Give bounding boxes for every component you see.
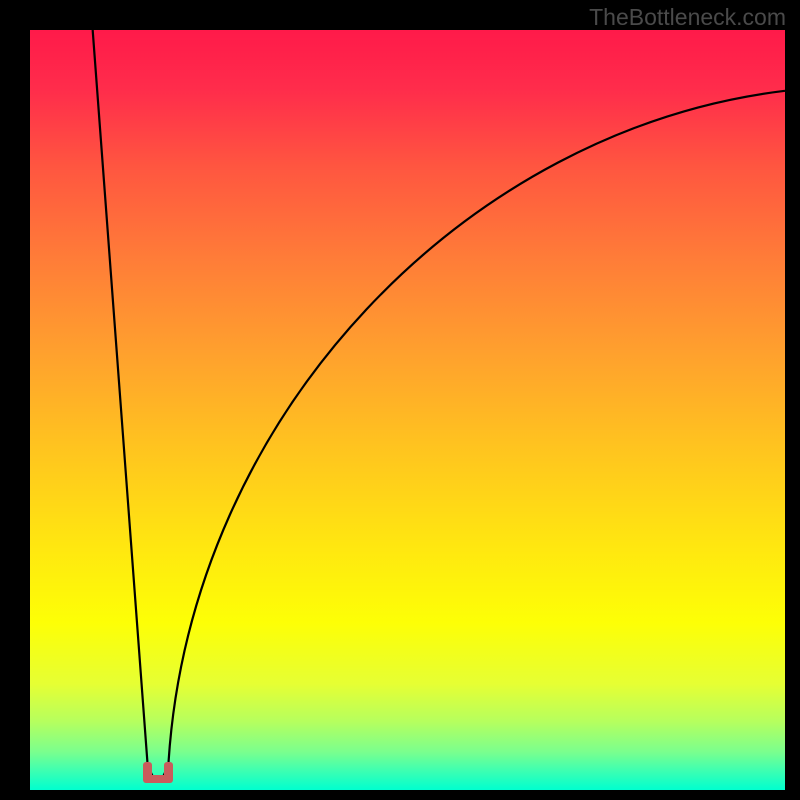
dip-marker-base <box>143 775 173 783</box>
curve-layer <box>30 30 785 790</box>
watermark-text: TheBottleneck.com <box>589 4 786 31</box>
plot-area <box>30 30 785 790</box>
bottleneck-curve <box>93 30 785 781</box>
